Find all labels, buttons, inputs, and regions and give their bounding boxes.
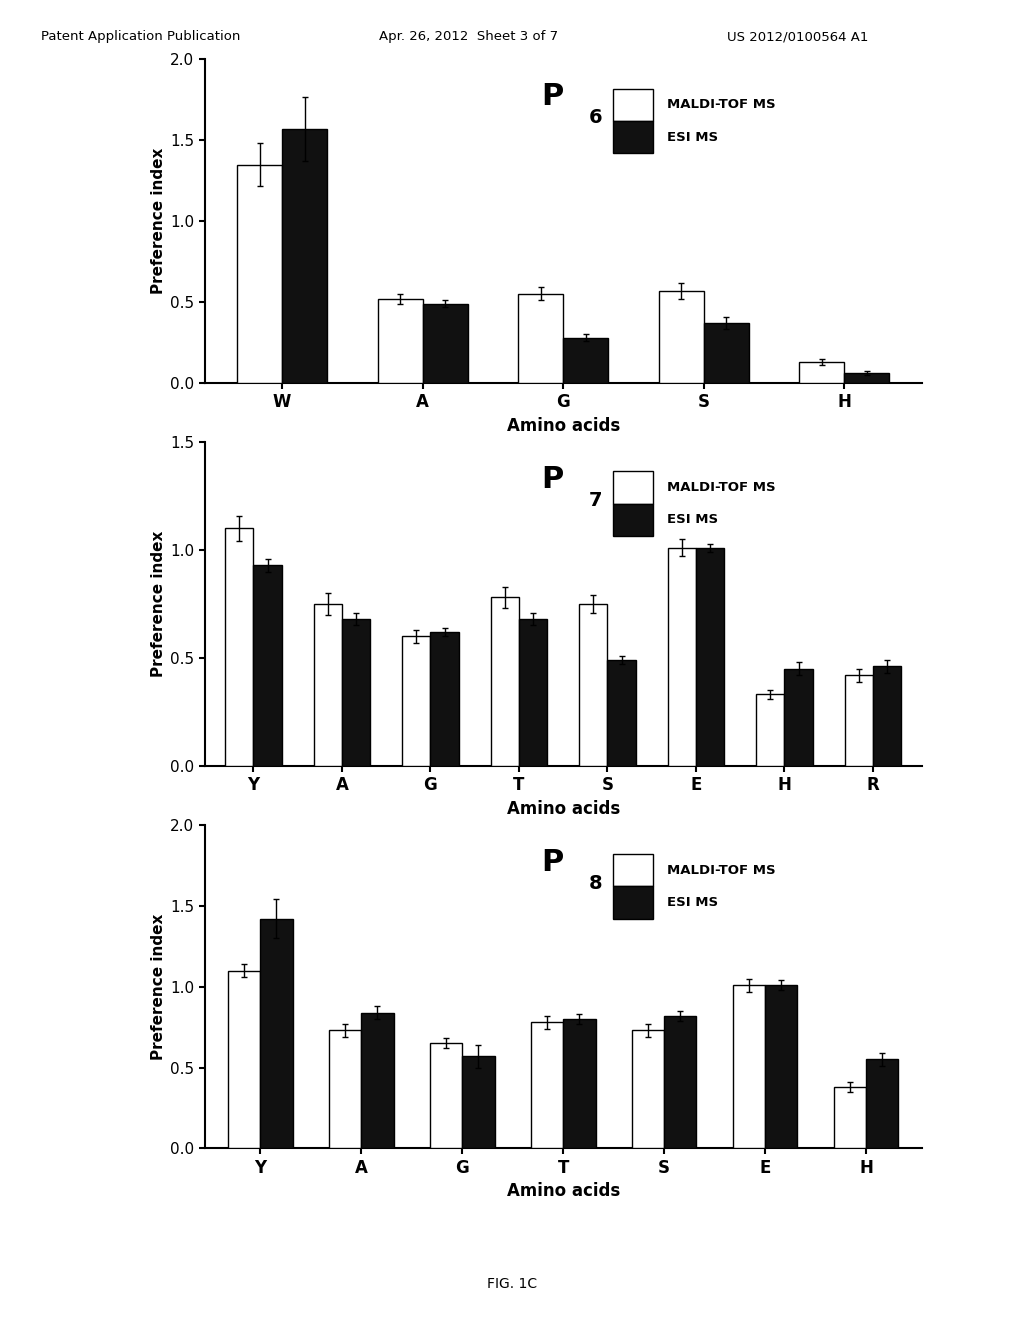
Bar — [765, 985, 798, 1148]
Bar — [613, 471, 653, 504]
Text: FIG. 1C: FIG. 1C — [487, 1276, 537, 1291]
Text: 7: 7 — [588, 491, 602, 510]
Bar — [228, 970, 260, 1148]
Bar — [613, 88, 653, 121]
Bar — [238, 165, 282, 383]
Text: 6: 6 — [588, 108, 602, 127]
Bar — [613, 854, 653, 887]
Bar — [613, 504, 653, 536]
Bar — [490, 598, 519, 766]
Bar — [402, 636, 430, 766]
Bar — [607, 660, 636, 766]
Bar — [800, 362, 845, 383]
Bar — [423, 304, 468, 383]
Bar — [530, 1022, 563, 1148]
Bar — [225, 528, 254, 766]
X-axis label: Amino acids: Amino acids — [507, 1183, 620, 1200]
Text: P: P — [542, 465, 564, 494]
Bar — [462, 1056, 495, 1148]
X-axis label: Amino acids: Amino acids — [507, 417, 620, 434]
Bar — [580, 605, 607, 766]
Bar — [733, 985, 765, 1148]
Bar — [866, 1060, 898, 1148]
Bar — [668, 548, 696, 766]
Bar — [563, 338, 608, 383]
Text: Patent Application Publication: Patent Application Publication — [41, 30, 241, 44]
Bar — [519, 619, 547, 766]
Bar — [613, 121, 653, 153]
Text: P: P — [542, 82, 564, 111]
Bar — [872, 667, 901, 766]
Bar — [518, 294, 563, 383]
Bar — [282, 129, 327, 383]
Text: Apr. 26, 2012  Sheet 3 of 7: Apr. 26, 2012 Sheet 3 of 7 — [379, 30, 558, 44]
Bar — [361, 1012, 393, 1148]
Bar — [254, 565, 282, 766]
Bar — [845, 374, 889, 383]
Text: MALDI-TOF MS: MALDI-TOF MS — [668, 863, 776, 876]
Bar — [845, 675, 872, 766]
X-axis label: Amino acids: Amino acids — [507, 800, 620, 817]
Bar — [378, 298, 423, 383]
Text: ESI MS: ESI MS — [668, 131, 718, 144]
Bar — [696, 548, 724, 766]
Bar — [632, 1031, 665, 1148]
Bar — [430, 632, 459, 766]
Text: P: P — [542, 847, 564, 876]
Bar — [430, 1043, 462, 1148]
Y-axis label: Preference index: Preference index — [152, 148, 166, 294]
Bar — [563, 1019, 596, 1148]
Bar — [665, 1016, 696, 1148]
Text: 8: 8 — [588, 874, 602, 892]
Bar — [834, 1086, 866, 1148]
Text: MALDI-TOF MS: MALDI-TOF MS — [668, 98, 776, 111]
Text: ESI MS: ESI MS — [668, 513, 718, 527]
Bar — [342, 619, 371, 766]
Text: MALDI-TOF MS: MALDI-TOF MS — [668, 480, 776, 494]
Bar — [784, 668, 813, 766]
Bar — [260, 919, 293, 1148]
Bar — [703, 323, 749, 383]
Y-axis label: Preference index: Preference index — [152, 531, 166, 677]
Bar — [313, 605, 342, 766]
Bar — [613, 887, 653, 919]
Text: ESI MS: ESI MS — [668, 896, 718, 909]
Bar — [756, 694, 784, 766]
Bar — [329, 1031, 361, 1148]
Y-axis label: Preference index: Preference index — [152, 913, 166, 1060]
Text: US 2012/0100564 A1: US 2012/0100564 A1 — [727, 30, 868, 44]
Bar — [658, 290, 703, 383]
